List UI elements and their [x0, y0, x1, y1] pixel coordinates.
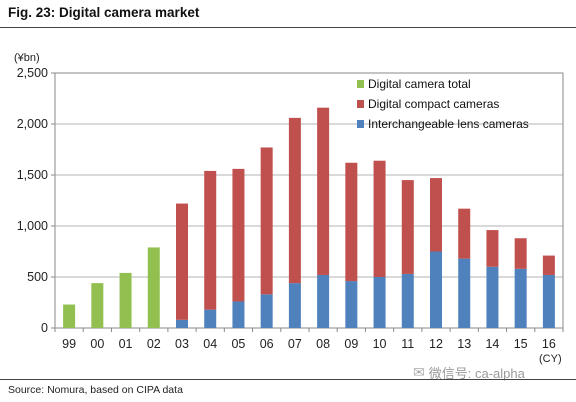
watermark-text: 微信号: ca-alpha — [428, 366, 525, 381]
bar-compact-10 — [373, 160, 386, 277]
bar-interchangeable-03 — [176, 319, 188, 328]
x-tick-label: 03 — [175, 337, 189, 351]
bar-interchangeable-05 — [232, 301, 245, 328]
x-tick-label: 06 — [260, 337, 274, 351]
bar-interchangeable-13 — [458, 258, 471, 328]
x-tick-label: 07 — [288, 337, 302, 351]
x-tick-label: 12 — [429, 337, 443, 351]
x-unit-label: (CY) — [539, 353, 562, 365]
bar-compact-12 — [430, 178, 442, 252]
y-unit-label: (¥bn) — [14, 52, 40, 64]
y-tick-label: 2,000 — [17, 117, 48, 131]
x-tick-label: 14 — [485, 337, 499, 351]
bar-interchangeable-14 — [486, 266, 499, 328]
bottom-rule — [0, 379, 576, 380]
x-tick-label: 09 — [344, 337, 358, 351]
legend-swatch — [357, 80, 364, 88]
legend-label: Digital compact cameras — [368, 97, 499, 111]
bar-total-01 — [119, 272, 132, 328]
bar-interchangeable-12 — [430, 251, 442, 328]
legend-label: Digital camera total — [368, 77, 471, 91]
legend-swatch — [357, 120, 364, 128]
bar-compact-16 — [542, 255, 555, 275]
bar-interchangeable-16 — [542, 274, 555, 328]
bar-interchangeable-11 — [401, 273, 414, 328]
x-tick-label: 13 — [457, 337, 471, 351]
x-tick-label: 01 — [119, 337, 133, 351]
bar-interchangeable-10 — [373, 277, 386, 328]
x-tick-label: 11 — [401, 337, 414, 351]
bar-total-99 — [63, 304, 76, 328]
y-tick-label: 2,500 — [17, 66, 48, 80]
bar-chart: 0 500 1,000 1,500 2,000 2,500 (¥bn) (CY) 99 00 01 0… — [14, 52, 564, 365]
x-tick-label: 02 — [147, 337, 161, 351]
bar-total-02 — [147, 247, 160, 328]
wechat-icon: ✉ — [413, 364, 425, 380]
x-tick-label: 04 — [203, 337, 217, 351]
bar-interchangeable-15 — [514, 268, 527, 328]
bar-compact-03 — [176, 203, 188, 320]
top-rule — [0, 27, 576, 28]
x-tick-label: 05 — [231, 337, 245, 351]
bar-interchangeable-04 — [204, 309, 217, 328]
x-tick-label: 16 — [542, 337, 556, 351]
y-tick-label: 0 — [41, 321, 48, 335]
watermark: ✉ 微信号: ca-alpha — [413, 363, 525, 382]
bar-compact-04 — [204, 170, 217, 310]
legend-label: Interchangeable lens cameras — [368, 117, 529, 131]
bar-compact-15 — [514, 238, 527, 269]
x-tick-label: 15 — [514, 337, 528, 351]
bar-compact-11 — [401, 180, 414, 274]
x-tick-label: 99 — [62, 337, 76, 351]
bar-interchangeable-07 — [288, 283, 301, 328]
x-tick-label: 08 — [316, 337, 330, 351]
y-tick-label: 500 — [27, 270, 48, 284]
bar-interchangeable-06 — [260, 294, 273, 328]
bar-compact-06 — [260, 147, 273, 295]
legend-swatch — [357, 100, 364, 108]
source-note: Source: Nomura, based on CIPA data — [8, 384, 183, 396]
bar-compact-14 — [486, 230, 499, 267]
bar-interchangeable-09 — [345, 281, 358, 328]
figure-title: Fig. 23: Digital camera market — [8, 5, 200, 20]
bar-compact-09 — [345, 162, 358, 282]
x-tick-label: 10 — [373, 337, 387, 351]
bar-compact-08 — [317, 107, 330, 275]
y-tick-label: 1,000 — [17, 219, 48, 233]
bar-interchangeable-08 — [317, 274, 330, 328]
bar-total-00 — [91, 283, 104, 328]
bar-compact-07 — [288, 117, 301, 284]
bar-compact-13 — [458, 208, 471, 259]
y-tick-label: 1,500 — [17, 168, 48, 182]
x-tick-label: 00 — [90, 337, 104, 351]
bar-compact-05 — [232, 168, 245, 302]
